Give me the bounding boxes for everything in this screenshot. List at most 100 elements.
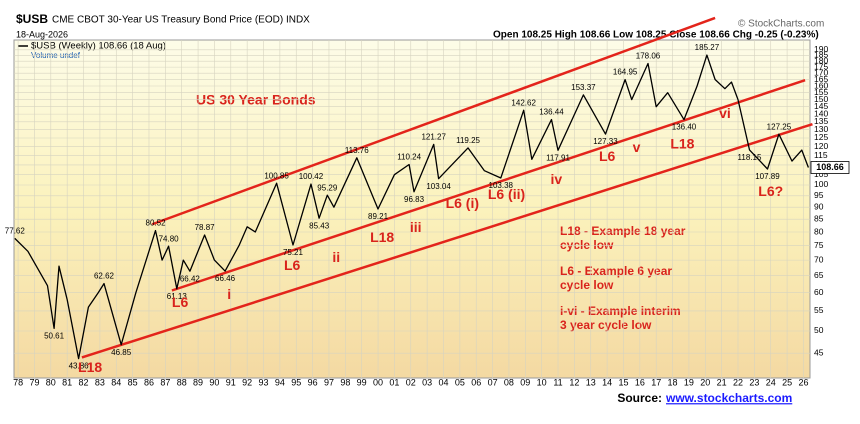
y-tick-label: 80 bbox=[814, 226, 824, 236]
note: L18 - Example 18 year bbox=[560, 224, 686, 238]
wave-annotation: L18 bbox=[670, 136, 694, 152]
copyright: © StockCharts.com bbox=[738, 19, 824, 30]
legend-label: $USB (Weekly) 108.66 (18 Aug) bbox=[31, 41, 166, 52]
wave-annotation: L6 bbox=[599, 148, 616, 164]
price-label: 66.46 bbox=[215, 274, 236, 283]
x-tick-label: 78 bbox=[13, 377, 23, 387]
wave-annotation: iii bbox=[410, 219, 422, 235]
price-label: 100.85 bbox=[264, 171, 289, 180]
price-label: 117.91 bbox=[546, 153, 570, 162]
price-label: 118.15 bbox=[738, 153, 762, 162]
last-price-label: 108.66 bbox=[816, 162, 844, 172]
price-label: 95.29 bbox=[317, 183, 338, 192]
y-tick-label: 135 bbox=[814, 116, 828, 126]
x-tick-label: 01 bbox=[389, 377, 399, 387]
x-tick-label: 18 bbox=[668, 377, 678, 387]
price-label: 74.80 bbox=[159, 234, 180, 243]
price-label: 127.33 bbox=[593, 137, 618, 146]
plot-area bbox=[13, 39, 811, 379]
x-tick-label: 79 bbox=[29, 377, 39, 387]
x-tick-label: 81 bbox=[62, 377, 72, 387]
x-tick-label: 03 bbox=[422, 377, 432, 387]
x-tick-label: 24 bbox=[766, 377, 776, 387]
price-label: 127.25 bbox=[767, 122, 792, 131]
price-label: 110.24 bbox=[397, 153, 421, 162]
x-tick-label: 00 bbox=[373, 377, 383, 387]
x-tick-label: 82 bbox=[79, 377, 89, 387]
price-label: 75.21 bbox=[283, 248, 304, 257]
source-link[interactable]: www.stockcharts.com bbox=[665, 391, 792, 405]
x-tick-label: 96 bbox=[308, 377, 318, 387]
y-tick-label: 155 bbox=[814, 87, 828, 97]
wave-annotation: vi bbox=[719, 105, 731, 121]
price-label: 121.27 bbox=[421, 132, 446, 141]
wave-annotation: L6 (ii) bbox=[488, 186, 525, 202]
x-tick-label: 97 bbox=[324, 377, 334, 387]
wave-annotation: L18 bbox=[78, 359, 102, 375]
x-tick-label: 20 bbox=[700, 377, 710, 387]
wave-annotation: L18 bbox=[370, 229, 394, 245]
y-tick-label: 185 bbox=[814, 50, 828, 60]
price-label: 43.86 bbox=[69, 362, 90, 371]
y-tick-label: 60 bbox=[814, 287, 824, 297]
wave-annotation: i bbox=[227, 286, 231, 302]
price-label: 103.38 bbox=[489, 181, 514, 190]
x-tick-label: 80 bbox=[46, 377, 56, 387]
y-tick-label: 150 bbox=[814, 94, 828, 104]
x-tick-label: 86 bbox=[144, 377, 154, 387]
y-tick-label: 100 bbox=[814, 179, 828, 189]
price-label: 96.83 bbox=[404, 195, 425, 204]
date: 18-Aug-2026 bbox=[16, 29, 68, 39]
x-tick-label: 93 bbox=[259, 377, 269, 387]
wave-annotation: L6? bbox=[758, 183, 783, 199]
x-tick-label: 90 bbox=[209, 377, 219, 387]
trendline bbox=[151, 16, 716, 226]
x-tick-label: 84 bbox=[111, 377, 121, 387]
x-tick-label: 15 bbox=[618, 377, 628, 387]
y-tick-label: 85 bbox=[814, 213, 824, 223]
x-tick-label: 14 bbox=[602, 377, 612, 387]
x-tick-label: 23 bbox=[749, 377, 759, 387]
price-label: 100.42 bbox=[299, 172, 324, 181]
y-tick-label: 70 bbox=[814, 254, 824, 264]
y-tick-label: 105 bbox=[814, 169, 828, 179]
x-tick-label: 02 bbox=[406, 377, 416, 387]
x-tick-label: 05 bbox=[455, 377, 465, 387]
y-tick-label: 190 bbox=[814, 44, 828, 54]
x-tick-label: 99 bbox=[357, 377, 367, 387]
last-price-box bbox=[810, 161, 850, 174]
price-label: 77.62 bbox=[5, 226, 26, 235]
x-tick-label: 95 bbox=[291, 377, 301, 387]
price-label: 119.25 bbox=[456, 136, 480, 145]
y-tick-label: 145 bbox=[814, 101, 828, 111]
x-tick-label: 09 bbox=[520, 377, 530, 387]
y-tick-label: 115 bbox=[814, 150, 828, 160]
price-label: 136.44 bbox=[539, 108, 564, 117]
x-tick-label: 21 bbox=[717, 377, 727, 387]
price-label: 89.21 bbox=[368, 212, 389, 221]
x-tick-label: 98 bbox=[340, 377, 350, 387]
y-tick-label: 125 bbox=[814, 132, 828, 142]
trendline bbox=[171, 78, 806, 292]
price-label: 61.13 bbox=[167, 292, 188, 301]
y-tick-label: 65 bbox=[814, 270, 824, 280]
price-label: 66.42 bbox=[180, 274, 201, 283]
x-tick-label: 22 bbox=[733, 377, 743, 387]
wave-annotation: v bbox=[633, 139, 641, 155]
x-tick-label: 13 bbox=[586, 377, 596, 387]
price-label: 78.87 bbox=[195, 223, 216, 232]
x-tick-label: 17 bbox=[651, 377, 661, 387]
x-tick-label: 10 bbox=[537, 377, 547, 387]
wave-annotation: L6 bbox=[284, 257, 301, 273]
y-tick-label: 75 bbox=[814, 240, 824, 250]
x-tick-label: 06 bbox=[471, 377, 481, 387]
wave-annotation: iv bbox=[551, 171, 563, 187]
x-tick-label: 04 bbox=[438, 377, 448, 387]
x-tick-label: 89 bbox=[193, 377, 203, 387]
price-label: 185.27 bbox=[695, 43, 720, 52]
x-tick-label: 26 bbox=[798, 377, 808, 387]
x-tick-label: 12 bbox=[569, 377, 579, 387]
y-tick-label: 140 bbox=[814, 108, 828, 118]
x-tick-label: 91 bbox=[226, 377, 236, 387]
price-label: 153.37 bbox=[571, 83, 596, 92]
